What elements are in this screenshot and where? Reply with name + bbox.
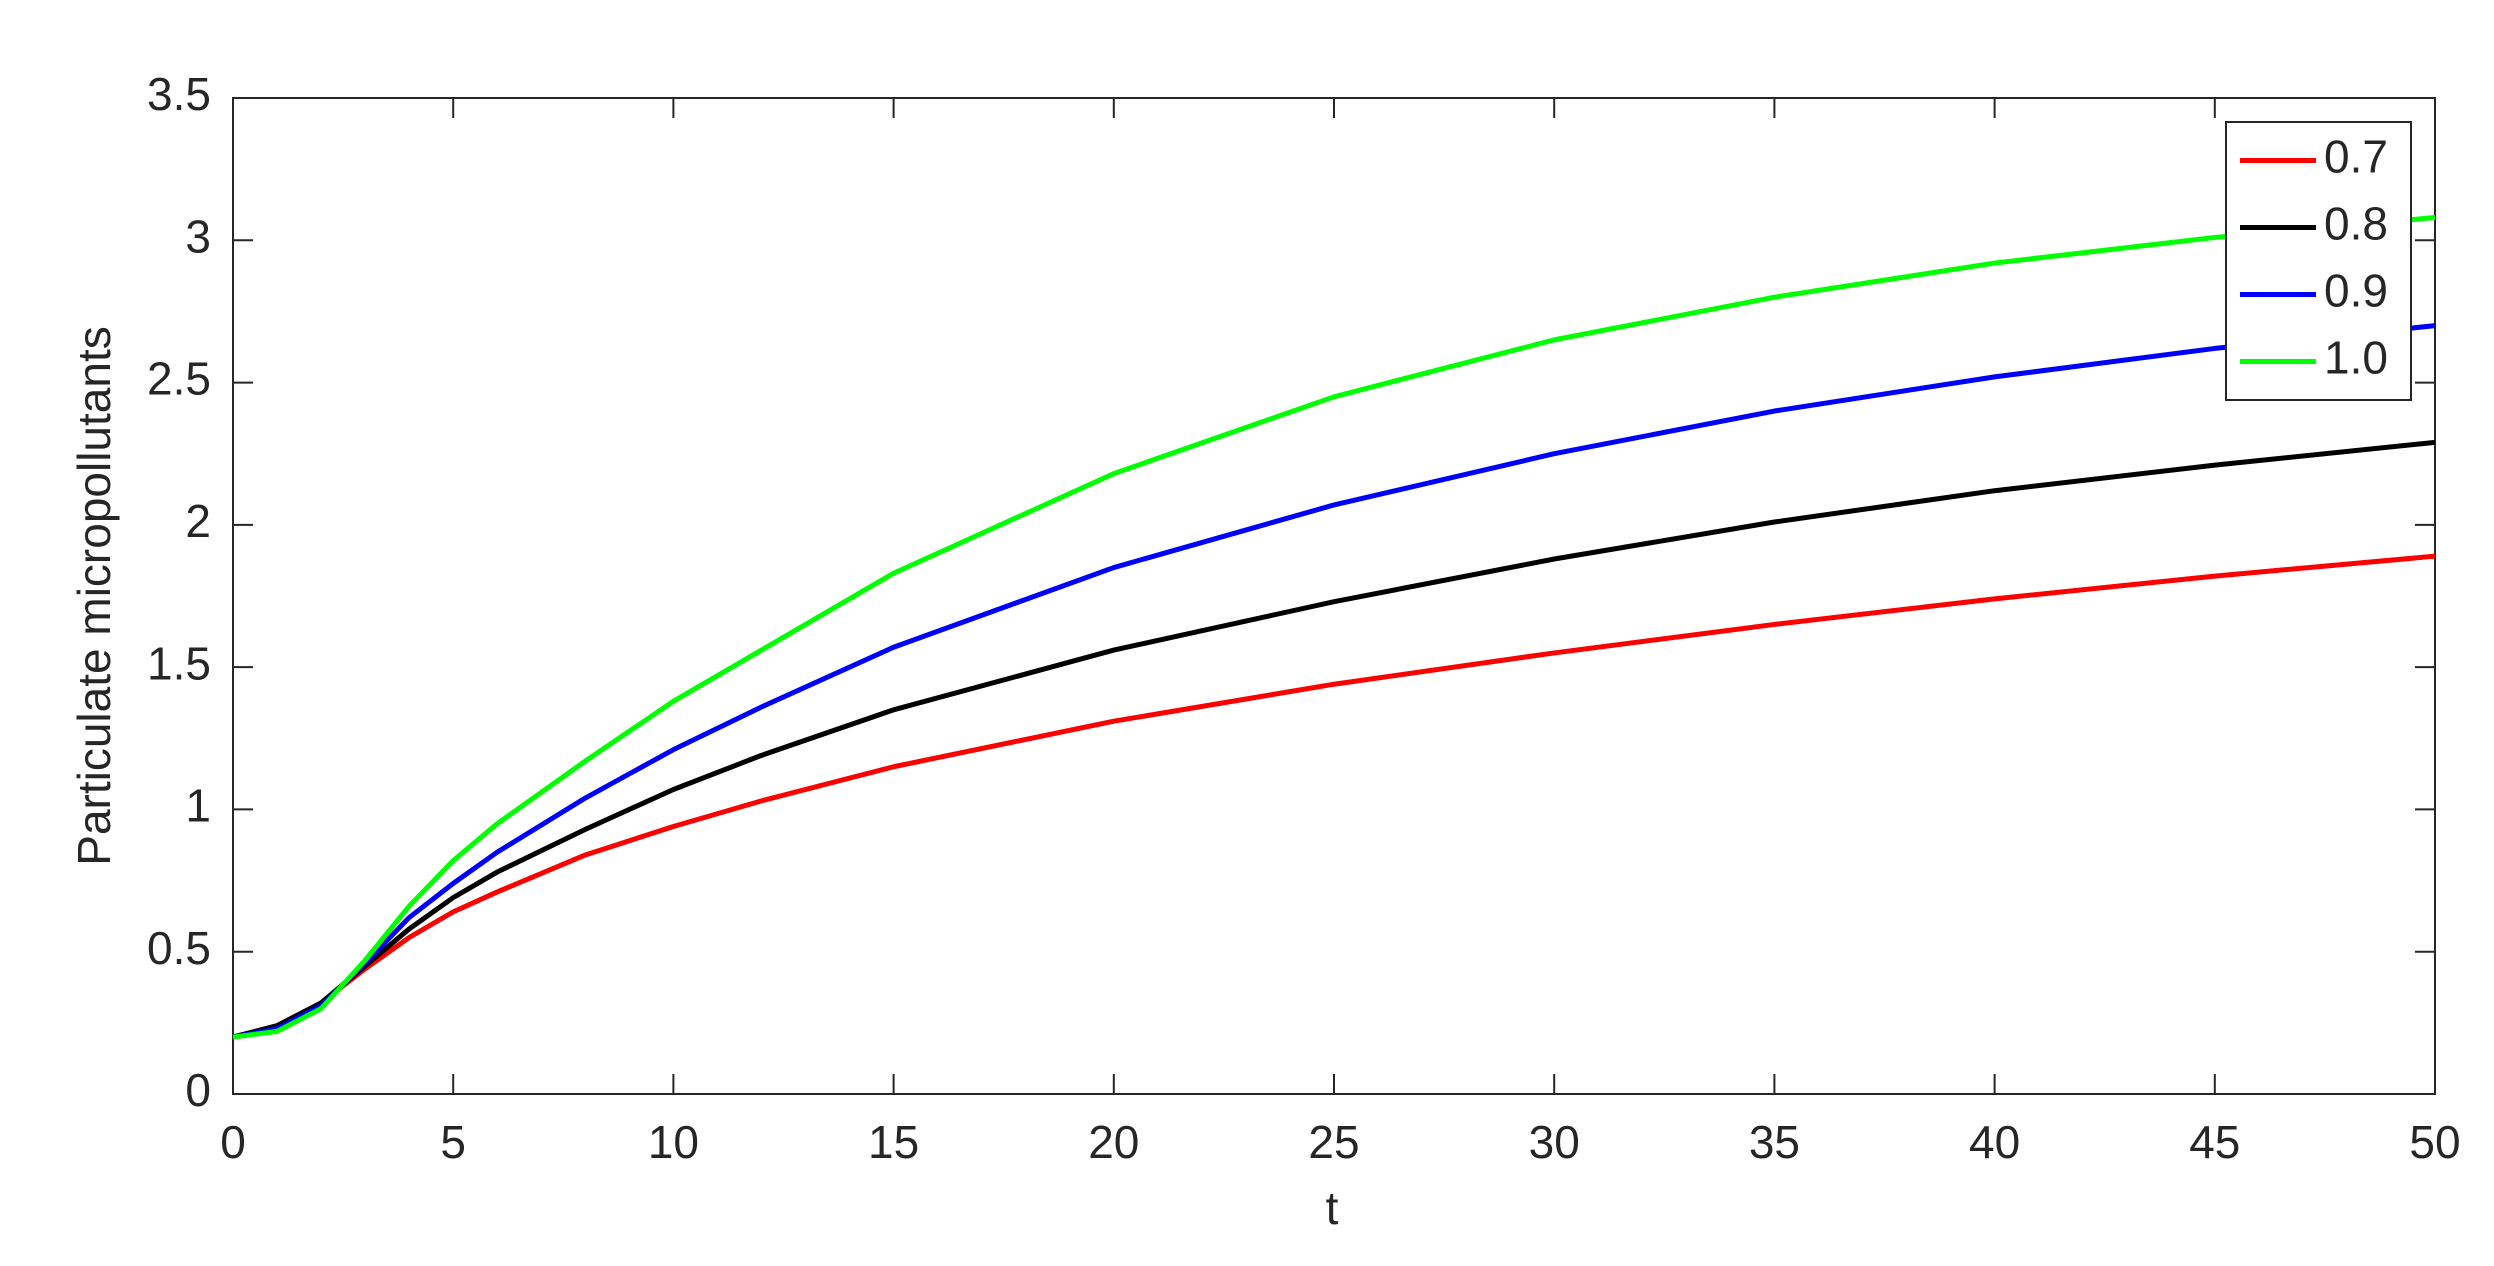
x-tick-label: 5 [440, 1116, 466, 1168]
y-tick-label: 3.5 [147, 68, 211, 120]
x-tick-label: 35 [1749, 1116, 1800, 1168]
x-tick-label: 20 [1088, 1116, 1139, 1168]
legend: 0.7 0.8 0.9 1.0 [2225, 121, 2412, 401]
legend-label: 1.0 [2324, 332, 2388, 384]
y-axis-label: Particulate micropollutants [68, 326, 120, 865]
x-axis-label: t [1326, 1182, 1339, 1234]
plot-area [232, 97, 2436, 1095]
legend-label: 0.8 [2324, 198, 2388, 250]
y-tick-label: 2.5 [147, 353, 211, 405]
y-tick-label: 0 [185, 1064, 211, 1116]
x-tick-label: 25 [1308, 1116, 1359, 1168]
x-tick-label: 50 [2409, 1116, 2460, 1168]
legend-label: 0.7 [2324, 131, 2388, 183]
y-tick-label: 3 [185, 210, 211, 262]
data-line [232, 215, 2436, 1040]
y-tick-label: 2 [185, 495, 211, 547]
legend-label: 0.9 [2324, 265, 2388, 317]
y-tick-label: 1 [185, 780, 211, 832]
x-tick-label: 15 [868, 1116, 919, 1168]
x-tick-label: 10 [648, 1116, 699, 1168]
legend-box [2225, 121, 2412, 401]
x-tick-label: 45 [2189, 1116, 2240, 1168]
y-tick-label: 0.5 [147, 922, 211, 974]
x-tick-label: 0 [220, 1116, 246, 1168]
x-tick-label: 30 [1529, 1116, 1580, 1168]
x-tick-label: 40 [1969, 1116, 2020, 1168]
y-tick-label: 1.5 [147, 637, 211, 689]
